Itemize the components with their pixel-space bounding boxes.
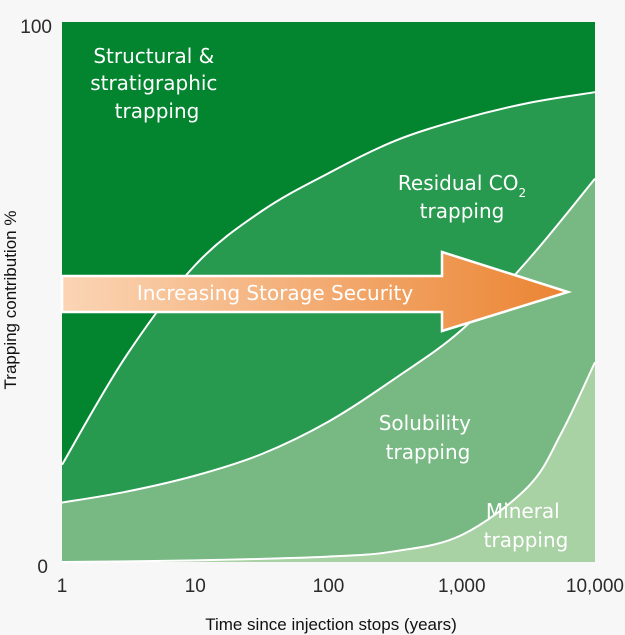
residual-trapping-label-line2: trapping (420, 199, 505, 223)
x-tick-label: 10 (185, 576, 206, 597)
structural-trapping-label: Structural & stratigraphic trapping (90, 44, 224, 123)
storage-security-arrow: Increasing Storage Security (60, 250, 573, 333)
mineral-trapping-region (62, 362, 595, 562)
mineral-trapping-label: Mineral trapping (484, 499, 569, 552)
arrow-label: Increasing Storage Security (137, 281, 414, 305)
x-tick-label: 1 (57, 576, 68, 597)
x-tick-label: 1,000 (438, 576, 486, 597)
x-axis-title: Time since injection stops (years) (205, 615, 457, 634)
boundary-line-structural-residual (61, 91, 596, 466)
boundary-lines (61, 91, 596, 563)
solubility-trapping-region (62, 178, 595, 562)
y-tick-label: 100 (20, 17, 52, 38)
boundary-line-residual-solubility (61, 177, 596, 504)
y-axis-title: Trapping contribution % (1, 211, 20, 390)
boundary-line-solubility-mineral (61, 361, 596, 563)
x-axis-ticks: 1 10 100 1,000 10,000 (57, 576, 624, 597)
arrow-shape (60, 250, 573, 333)
y-tick-label: 0 (37, 557, 48, 578)
residual-trapping-label: Residual CO2 (398, 171, 526, 200)
x-tick-label: 10,000 (566, 576, 624, 597)
x-tick-label: 100 (313, 576, 345, 597)
solubility-trapping-label: Solubility trapping (379, 411, 478, 464)
